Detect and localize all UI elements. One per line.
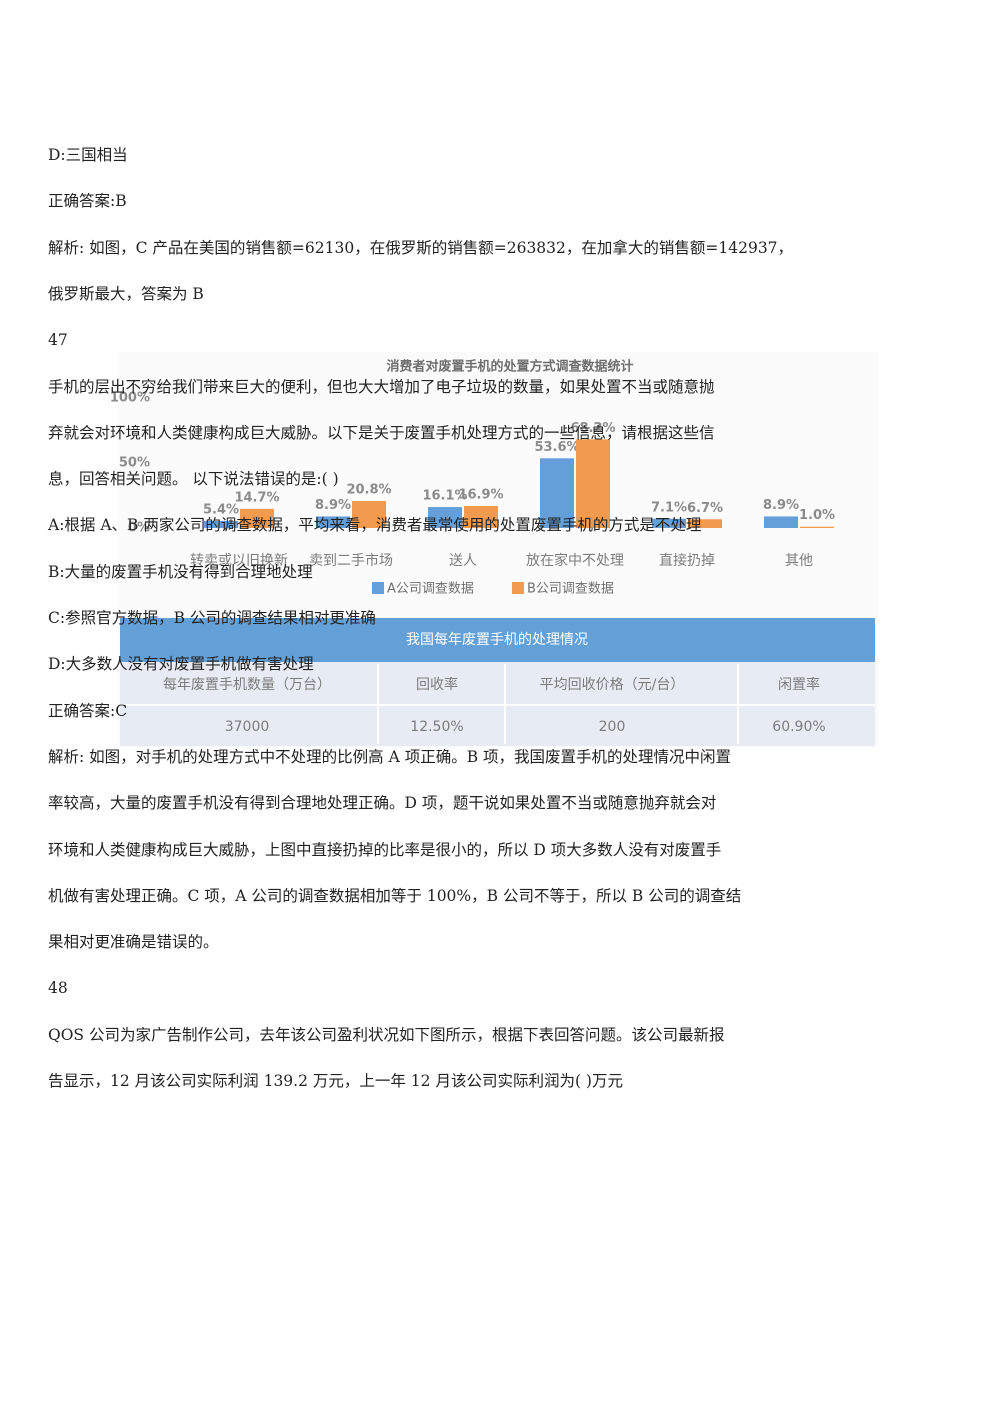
- chart-title: 消费者对废置手机的处置方式调查数据统计: [386, 359, 633, 375]
- legend-swatch: [372, 582, 384, 594]
- x-tick-label: 其他: [785, 553, 813, 569]
- y-tick-label: 0%: [128, 521, 150, 536]
- table-header-cell: 闲置率: [778, 676, 820, 693]
- bar: [464, 506, 498, 528]
- bar: [764, 516, 798, 528]
- x-tick-label: 送人: [449, 553, 477, 569]
- legend-label: A公司调查数据: [387, 582, 474, 597]
- text-line: 果相对更准确是错误的。: [48, 933, 219, 952]
- value-label: 20.8%: [346, 482, 391, 497]
- table-cell: 60.90%: [772, 719, 825, 735]
- bar: [204, 520, 238, 528]
- value-label: 53.6%: [534, 440, 579, 455]
- text-line: B:大量的废置手机没有得到合理地处理: [48, 562, 313, 581]
- table-header-bar: [120, 618, 875, 662]
- text-line: 正确答案:B: [48, 192, 127, 211]
- text-line: 息，回答相关问题。 以下说法错误的是:( ): [48, 470, 339, 489]
- legend-label: B公司调查数据: [527, 582, 614, 597]
- text-line: 弃就会对环境和人类健康构成巨大威胁。以下是关于废置手机处理方式的一些信息，请根据…: [48, 423, 715, 442]
- value-label: 6.7%: [687, 501, 723, 516]
- text-line: 正确答案:C: [48, 701, 128, 720]
- value-label: 8.9%: [315, 498, 351, 513]
- text-line: 告显示，12 月该公司实际利润 139.2 万元，上一年 12 月该公司实际利润…: [48, 1072, 623, 1090]
- text-line: 47: [48, 331, 68, 350]
- x-tick-label: 卖到二手市场: [309, 552, 393, 569]
- bar: [352, 500, 386, 528]
- table-cell: 12.50%: [410, 719, 463, 735]
- bar: [540, 458, 574, 528]
- value-label: 1.0%: [799, 508, 835, 523]
- y-tick-label: 100%: [110, 391, 150, 406]
- x-tick-label: 直接扔掉: [659, 552, 715, 569]
- bar: [800, 526, 834, 528]
- table-header-cell: 每年废置手机数量（万台）: [163, 677, 331, 693]
- value-label: 16.1%: [422, 489, 467, 504]
- text-line: A:根据 A、B 两家公司的调查数据，平均来看，消费者最常使用的处置废置手机的方…: [48, 516, 702, 535]
- x-tick-label: 转卖或以旧换新: [190, 552, 288, 569]
- text-line: 率较高，大量的废置手机没有得到合理地处理正确。D 项，题干说如果处置不当或随意抛…: [48, 794, 717, 813]
- bar: [428, 507, 462, 528]
- bar: [316, 516, 350, 528]
- bar: [652, 518, 686, 528]
- bar: [688, 519, 722, 528]
- table-cell: 37000: [225, 719, 270, 735]
- value-label: 8.9%: [763, 498, 799, 513]
- text-line: 环境和人类健康构成巨大威胁，上图中直接扔掉的比率是很小的，所以 D 项大多数人没…: [48, 840, 722, 859]
- text-line: 机做有害处理正确。C 项，A 公司的调查数据相加等于 100%，B 公司不等于，…: [48, 886, 742, 905]
- text-line: 手机的层出不穷给我们带来巨大的便利，但也大大增加了电子垃圾的数量，如果处置不当或…: [48, 377, 715, 396]
- text-line: D:大多数人没有对废置手机做有害处理: [48, 655, 314, 674]
- bar: [240, 508, 274, 528]
- value-label: 16.9%: [458, 488, 503, 503]
- text-line: C:参照官方数据，B 公司的调查结果相对更准确: [48, 609, 376, 627]
- legend-swatch: [512, 582, 524, 594]
- value-label: 68.2%: [570, 421, 615, 436]
- value-label: 5.4%: [203, 502, 239, 517]
- text-line: 解析: 如图，对手机的处理方式中不处理的比例高 A 项正确。B 项，我国废置手机…: [48, 747, 732, 766]
- text-line: 俄罗斯最大，答案为 B: [48, 284, 204, 303]
- table-header-cell: 回收率: [416, 676, 458, 693]
- table-title: 我国每年废置手机的处理情况: [406, 632, 588, 648]
- value-label: 7.1%: [651, 500, 687, 515]
- text-line: QOS 公司为家广告制作公司，去年该公司盈利状况如下图所示，根据下表回答问题。该…: [48, 1025, 725, 1044]
- x-tick-label: 放在家中不处理: [526, 552, 624, 569]
- text-line: D:三国相当: [48, 146, 128, 164]
- y-tick-label: 50%: [119, 456, 150, 471]
- table-header-cell: 平均回收价格（元/台）: [540, 677, 685, 693]
- value-label: 14.7%: [234, 490, 279, 505]
- text-line: 解析: 如图，C 产品在美国的销售额=62130，在俄罗斯的销售额=263832…: [48, 238, 794, 257]
- table-cell: 200: [599, 719, 626, 735]
- bar: [576, 439, 610, 528]
- text-line: 48: [48, 979, 68, 998]
